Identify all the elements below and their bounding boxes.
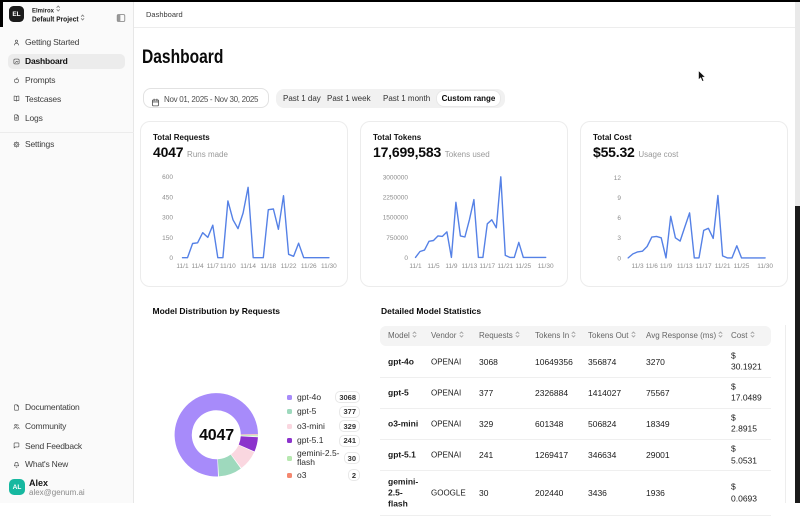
svg-text:3: 3 [617, 235, 621, 242]
svg-text:450: 450 [162, 194, 173, 201]
svg-text:11/14: 11/14 [240, 263, 256, 270]
svg-text:600: 600 [162, 174, 173, 181]
svg-text:11/13: 11/13 [462, 263, 478, 270]
svg-text:11/22: 11/22 [281, 263, 297, 270]
svg-text:11/6: 11/6 [646, 263, 659, 270]
svg-text:11/30: 11/30 [321, 263, 337, 270]
svg-text:11/30: 11/30 [757, 263, 773, 270]
svg-text:1500000: 1500000 [383, 215, 409, 222]
svg-text:11/25: 11/25 [515, 263, 531, 270]
svg-text:750000: 750000 [386, 235, 408, 242]
svg-text:11/7: 11/7 [207, 263, 220, 270]
svg-text:11/26: 11/26 [301, 263, 317, 270]
svg-text:11/21: 11/21 [715, 263, 731, 270]
svg-text:11/3: 11/3 [632, 263, 645, 270]
svg-text:6: 6 [617, 215, 621, 222]
svg-text:11/13: 11/13 [677, 263, 693, 270]
svg-text:0: 0 [617, 255, 621, 262]
svg-text:0: 0 [404, 255, 408, 262]
svg-text:11/30: 11/30 [538, 263, 554, 270]
svg-text:11/1: 11/1 [409, 263, 422, 270]
svg-text:11/9: 11/9 [660, 263, 673, 270]
svg-text:150: 150 [162, 235, 173, 242]
svg-text:11/9: 11/9 [445, 263, 458, 270]
svg-text:300: 300 [162, 215, 173, 222]
svg-text:11/10: 11/10 [220, 263, 236, 270]
svg-text:11/21: 11/21 [497, 263, 513, 270]
svg-text:11/1: 11/1 [176, 263, 189, 270]
svg-text:11/18: 11/18 [260, 263, 276, 270]
svg-text:2250000: 2250000 [383, 195, 409, 202]
svg-text:9: 9 [617, 195, 621, 202]
svg-text:0: 0 [169, 255, 173, 262]
svg-text:3000000: 3000000 [383, 174, 409, 181]
svg-text:11/4: 11/4 [192, 263, 205, 270]
svg-text:11/17: 11/17 [479, 263, 495, 270]
svg-text:11/25: 11/25 [734, 263, 750, 270]
svg-text:11/17: 11/17 [696, 263, 712, 270]
svg-text:12: 12 [614, 175, 622, 182]
svg-text:11/5: 11/5 [427, 263, 440, 270]
